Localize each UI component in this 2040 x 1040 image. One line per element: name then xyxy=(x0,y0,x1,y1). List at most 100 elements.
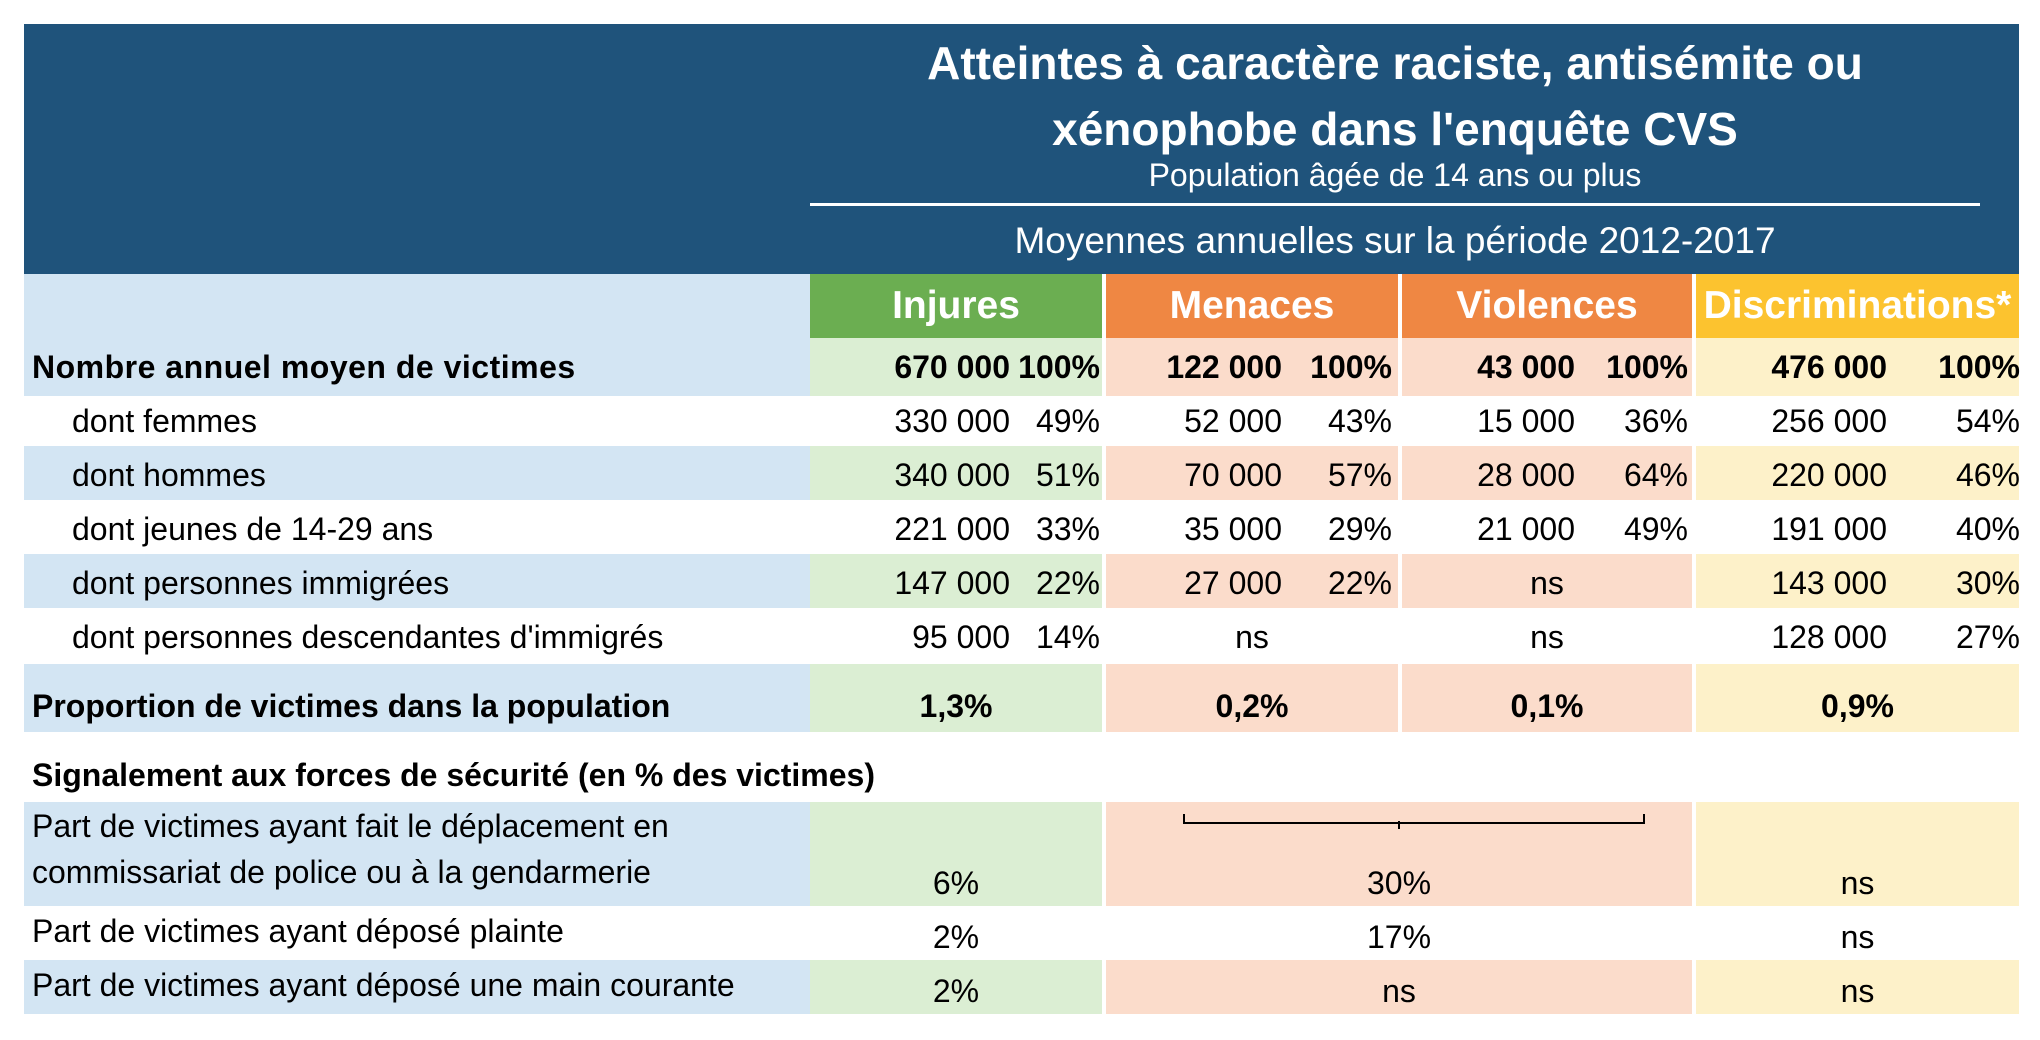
cell-femmes-menaces-count: 52 000 xyxy=(1184,403,1282,439)
period-label: Moyennes annuelles sur la période 2012-2… xyxy=(1014,220,1776,261)
bg xyxy=(810,960,1102,1014)
row-label-main-courante: Part de victimes ayant déposé une main c… xyxy=(32,967,735,1003)
title-line-1: Atteintes à caractère raciste, antisémit… xyxy=(927,37,1863,89)
subtitle: Population âgée de 14 ans ou plus xyxy=(1148,157,1642,193)
cell-main-courante-menaces-violences: ns xyxy=(1382,973,1416,1009)
header-divider xyxy=(810,203,1980,206)
bg xyxy=(1106,554,1398,608)
cell-proportion-discriminations: 0,9% xyxy=(1821,688,1894,724)
cell-proportion-injures: 1,3% xyxy=(919,688,993,724)
row-label-proportion: Proportion de victimes dans la populatio… xyxy=(32,688,671,724)
label-bg-main-courante xyxy=(24,960,810,1014)
bg xyxy=(1402,664,1692,732)
bg xyxy=(1106,446,1398,500)
bg xyxy=(1696,338,2019,396)
bg xyxy=(1106,664,1398,732)
label-bg-proportion xyxy=(24,664,810,732)
col-header-menaces: Menaces xyxy=(1106,274,1398,338)
cell-deplacement-menaces-violences: 30% xyxy=(1366,865,1432,901)
cell-hommes-menaces-count: 70 000 xyxy=(1184,457,1282,493)
bg xyxy=(1696,446,2019,500)
row-label-deplacement-line2: commissariat de police ou à la gendarmer… xyxy=(32,854,651,890)
cell-main-courante-discriminations: ns xyxy=(1840,973,1875,1009)
cell-hommes-injures-count: 340 000 xyxy=(894,457,1010,493)
cell-proportion-menaces: 0,2% xyxy=(1215,688,1289,724)
cell-descendantes-injures-pct: 14% xyxy=(1035,619,1100,655)
cell-femmes-discriminations-pct: 54% xyxy=(1955,403,2020,439)
bg xyxy=(1402,338,1692,396)
bg xyxy=(1402,446,1692,500)
cell-immigrees-injures-count: 147 000 xyxy=(894,565,1010,601)
row-label-hommes: dont hommes xyxy=(72,457,266,493)
bg xyxy=(1106,338,1398,396)
cell-descendantes-discriminations-pct: 27% xyxy=(1955,619,2020,655)
col-header-discriminations: Discriminations* xyxy=(1696,274,2019,338)
cell-immigrees-injures-pct: 22% xyxy=(1035,565,1100,601)
signalement-heading: Signalement aux forces de sécurité (en %… xyxy=(32,757,875,793)
col-header-violences: Violences xyxy=(1402,274,1692,338)
bg xyxy=(1696,960,2019,1014)
cell-total-violences-pct: 100% xyxy=(1606,349,1688,385)
cell-deplacement-discriminations: ns xyxy=(1840,865,1875,901)
table-title: Atteintes à caractère raciste, antisémit… xyxy=(795,30,1995,162)
cell-femmes-discriminations-count: 256 000 xyxy=(1771,403,1887,439)
cell-plainte-injures: 2% xyxy=(932,919,980,955)
row-label-plainte: Part de victimes ayant déposé plainte xyxy=(32,913,564,949)
cell-plainte-menaces-violences: 17% xyxy=(1366,919,1432,955)
row-label-jeunes: dont jeunes de 14-29 ans xyxy=(72,511,434,547)
cell-jeunes-injures-count: 221 000 xyxy=(894,511,1010,547)
cell-total-discriminations-pct: 100% xyxy=(1938,349,2020,385)
cell-main-courante-injures: 2% xyxy=(932,973,980,1009)
grouping-bracket-tick xyxy=(1398,821,1400,829)
cell-total-injures-count: 670 000 xyxy=(894,349,1010,385)
cell-femmes-violences-pct: 36% xyxy=(1623,403,1688,439)
bg xyxy=(810,446,1102,500)
cell-hommes-discriminations-pct: 46% xyxy=(1955,457,2020,493)
cell-immigrees-menaces-count: 27 000 xyxy=(1184,565,1282,601)
cell-descendantes-menaces-ns: ns xyxy=(1235,619,1269,655)
bg xyxy=(1696,554,2019,608)
col-header-injures: Injures xyxy=(810,274,1102,338)
cell-hommes-violences-count: 28 000 xyxy=(1477,457,1575,493)
label-bg-deplacement xyxy=(24,802,810,906)
cell-proportion-violences: 0,1% xyxy=(1510,688,1584,724)
row-label-deplacement-line1: Part de victimes ayant fait le déplaceme… xyxy=(32,808,669,844)
cell-plainte-discriminations: ns xyxy=(1840,919,1875,955)
row-label-descendantes: dont personnes descendantes d'immigrés xyxy=(72,619,664,655)
row-label-deplacement: Part de victimes ayant fait le déplaceme… xyxy=(32,803,669,895)
cell-femmes-menaces-pct: 43% xyxy=(1327,403,1392,439)
row-label-immigrees: dont personnes immigrées xyxy=(72,565,450,601)
cell-jeunes-discriminations-count: 191 000 xyxy=(1771,511,1887,547)
bg xyxy=(1106,960,1692,1014)
cell-femmes-violences-count: 15 000 xyxy=(1477,403,1575,439)
bg xyxy=(1696,802,2019,906)
cell-immigrees-violences-ns: ns xyxy=(1530,565,1564,601)
cell-descendantes-violences-ns: ns xyxy=(1530,619,1564,655)
bg xyxy=(810,338,1102,396)
cell-hommes-injures-pct: 51% xyxy=(1035,457,1100,493)
cell-deplacement-injures: 6% xyxy=(932,865,980,901)
bg xyxy=(810,664,1102,732)
cell-descendantes-discriminations-count: 128 000 xyxy=(1771,619,1887,655)
cell-total-injures-pct: 100% xyxy=(1018,349,1100,385)
label-bg-total xyxy=(24,274,810,396)
bg xyxy=(1402,554,1692,608)
cell-jeunes-violences-count: 21 000 xyxy=(1477,511,1575,547)
bg xyxy=(810,554,1102,608)
bg xyxy=(810,802,1102,906)
bg xyxy=(1696,664,2019,732)
cell-femmes-injures-count: 330 000 xyxy=(894,403,1010,439)
cell-femmes-injures-pct: 49% xyxy=(1035,403,1100,439)
cell-total-discriminations-count: 476 000 xyxy=(1771,349,1887,385)
label-bg-immigrees xyxy=(24,554,810,608)
cell-immigrees-discriminations-count: 143 000 xyxy=(1771,565,1887,601)
row-label-femmes: dont femmes xyxy=(72,403,257,439)
title-line-2: xénophobe dans l'enquête CVS xyxy=(1052,103,1738,155)
label-bg-hommes xyxy=(24,446,810,500)
row-label-total: Nombre annuel moyen de victimes xyxy=(32,349,576,385)
cell-total-menaces-pct: 100% xyxy=(1310,349,1392,385)
cell-jeunes-violences-pct: 49% xyxy=(1623,511,1688,547)
cell-total-violences-count: 43 000 xyxy=(1477,349,1575,385)
cell-hommes-violences-pct: 64% xyxy=(1623,457,1688,493)
cell-jeunes-menaces-pct: 29% xyxy=(1327,511,1392,547)
